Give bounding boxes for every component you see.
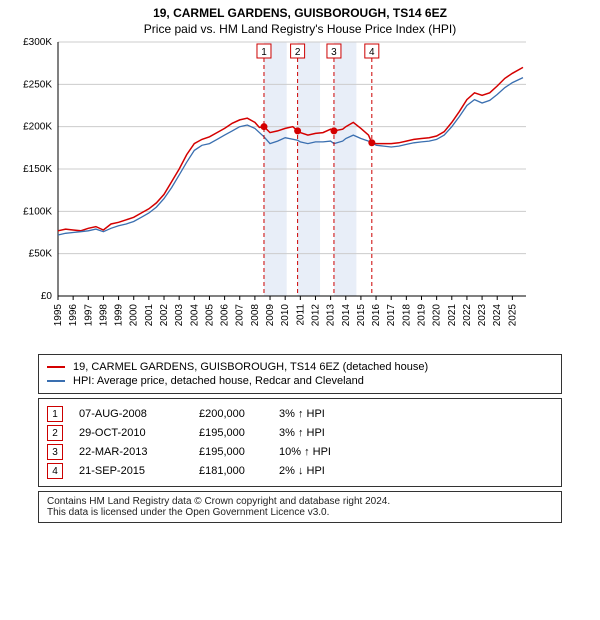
legend-swatch (47, 366, 65, 368)
svg-text:1998: 1998 (98, 304, 109, 327)
chart-container: £0 £50K £100K £150K £200K £250K £300K 1995 1996 1… (0, 38, 600, 348)
svg-text:2006: 2006 (220, 304, 231, 327)
svg-text:2024: 2024 (492, 304, 503, 327)
sale-price: £181,000 (199, 465, 279, 477)
svg-text:2018: 2018 (401, 304, 412, 327)
sale-change: 3% ↑ HPI (279, 408, 389, 420)
sale-row: 2 29-OCT-2010£195,0003% ↑ HPI (47, 425, 553, 441)
svg-text:2001: 2001 (144, 304, 155, 327)
title-block: 19, CARMEL GARDENS, GUISBOROUGH, TS14 6E… (0, 0, 600, 38)
svg-text:2014: 2014 (341, 304, 352, 327)
svg-text:2000: 2000 (129, 304, 140, 327)
page-wrap: 19, CARMEL GARDENS, GUISBOROUGH, TS14 6E… (0, 0, 600, 523)
sale-change: 10% ↑ HPI (279, 446, 389, 458)
svg-text:£150K: £150K (23, 164, 52, 175)
svg-text:2019: 2019 (416, 304, 427, 327)
svg-text:1999: 1999 (114, 304, 125, 327)
svg-text:2017: 2017 (386, 304, 397, 327)
legend-label: HPI: Average price, detached house, Redc… (73, 375, 364, 387)
svg-text:3: 3 (331, 47, 337, 58)
legend-label: 19, CARMEL GARDENS, GUISBOROUGH, TS14 6E… (73, 361, 428, 373)
svg-text:2020: 2020 (432, 304, 443, 327)
sale-date: 29-OCT-2010 (79, 427, 199, 439)
sale-price: £195,000 (199, 427, 279, 439)
svg-text:2008: 2008 (250, 304, 261, 327)
legend-row: 19, CARMEL GARDENS, GUISBOROUGH, TS14 6E… (47, 361, 553, 373)
license-line-1: Contains HM Land Registry data © Crown c… (47, 496, 553, 507)
sale-marker: 4 (47, 463, 63, 479)
svg-text:£50K: £50K (29, 249, 53, 260)
svg-text:£100K: £100K (23, 206, 52, 217)
svg-text:2012: 2012 (310, 304, 321, 327)
sale-price: £195,000 (199, 446, 279, 458)
svg-text:2022: 2022 (462, 304, 473, 327)
svg-text:£0: £0 (41, 291, 53, 302)
svg-text:2013: 2013 (326, 304, 337, 327)
svg-text:2002: 2002 (159, 304, 170, 327)
title-address: 19, CARMEL GARDENS, GUISBOROUGH, TS14 6E… (8, 6, 592, 20)
svg-text:1: 1 (261, 47, 267, 58)
svg-text:2: 2 (295, 47, 301, 58)
svg-text:2003: 2003 (174, 304, 185, 327)
svg-text:2016: 2016 (371, 304, 382, 327)
svg-text:£200K: £200K (23, 122, 52, 133)
sale-date: 22-MAR-2013 (79, 446, 199, 458)
svg-text:2004: 2004 (189, 304, 200, 327)
svg-text:2005: 2005 (204, 304, 215, 327)
sale-change: 2% ↓ HPI (279, 465, 389, 477)
license-line-2: This data is licensed under the Open Gov… (47, 507, 553, 518)
sale-marker: 2 (47, 425, 63, 441)
sale-row: 4 21-SEP-2015£181,0002% ↓ HPI (47, 463, 553, 479)
sale-row: 3 22-MAR-2013£195,00010% ↑ HPI (47, 444, 553, 460)
svg-text:2011: 2011 (295, 304, 306, 326)
license-box: Contains HM Land Registry data © Crown c… (38, 491, 562, 523)
svg-text:1995: 1995 (53, 304, 64, 327)
svg-text:4: 4 (369, 47, 375, 58)
sale-change: 3% ↑ HPI (279, 427, 389, 439)
sale-date: 07-AUG-2008 (79, 408, 199, 420)
svg-text:2015: 2015 (356, 304, 367, 327)
svg-text:£250K: £250K (23, 79, 52, 90)
svg-text:2009: 2009 (265, 304, 276, 327)
sales-table: 1 07-AUG-2008£200,0003% ↑ HPI 2 29-OCT-2010… (38, 398, 562, 487)
svg-text:2007: 2007 (235, 304, 246, 327)
legend-row: HPI: Average price, detached house, Redc… (47, 375, 553, 387)
sale-marker: 1 (47, 406, 63, 422)
legend-swatch (47, 380, 65, 382)
svg-text:2025: 2025 (507, 304, 518, 327)
legend-box: 19, CARMEL GARDENS, GUISBOROUGH, TS14 6E… (38, 354, 562, 394)
sale-row: 1 07-AUG-2008£200,0003% ↑ HPI (47, 406, 553, 422)
svg-text:2021: 2021 (447, 304, 458, 327)
svg-text:2010: 2010 (280, 304, 291, 327)
svg-text:£300K: £300K (23, 38, 52, 48)
svg-text:1996: 1996 (68, 304, 79, 327)
price-chart: £0 £50K £100K £150K £200K £250K £300K 1995 1996 1… (8, 38, 538, 348)
sale-date: 21-SEP-2015 (79, 465, 199, 477)
sale-price: £200,000 (199, 408, 279, 420)
sale-marker: 3 (47, 444, 63, 460)
svg-text:2023: 2023 (477, 304, 488, 327)
svg-text:1997: 1997 (83, 304, 94, 327)
title-subtitle: Price paid vs. HM Land Registry's House … (8, 22, 592, 36)
